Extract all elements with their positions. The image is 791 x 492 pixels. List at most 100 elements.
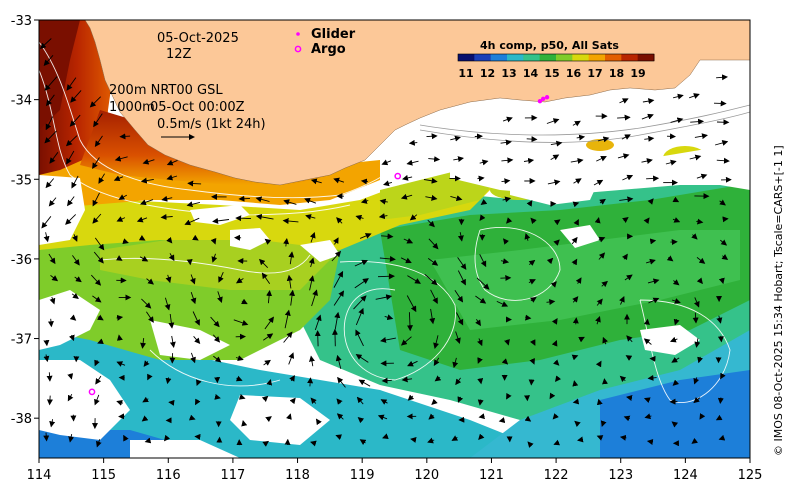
glider-legend-symbol — [296, 32, 300, 36]
current-vector — [409, 214, 418, 221]
platform-markers — [88, 95, 550, 396]
colorbar-swatch — [572, 54, 590, 61]
current-vector — [144, 437, 152, 444]
current-vector — [427, 258, 439, 266]
current-vector — [289, 375, 295, 382]
plot-frame — [38, 19, 751, 459]
current-vector — [619, 434, 627, 441]
current-vector — [672, 217, 681, 223]
current-vector — [552, 413, 559, 420]
current-vector — [455, 331, 461, 344]
current-vector — [501, 178, 511, 185]
current-vector — [71, 292, 79, 300]
current-vector — [454, 290, 464, 303]
current-vector — [689, 154, 702, 161]
x-tick-label: 123 — [608, 468, 633, 483]
contour-info-depth: 1000m — [109, 100, 155, 115]
current-vector — [496, 300, 509, 307]
current-vector — [643, 217, 650, 224]
current-vector — [166, 236, 173, 244]
colorbar-tick-label: 16 — [566, 67, 582, 80]
current-vector — [94, 394, 100, 406]
current-vector — [427, 219, 435, 228]
current-vector — [600, 420, 607, 427]
current-vector — [189, 274, 196, 285]
current-vector — [691, 437, 699, 444]
current-vector — [428, 238, 439, 250]
glider-position — [540, 96, 546, 102]
current-vector — [434, 375, 442, 382]
current-vector — [383, 180, 393, 187]
current-vector — [453, 156, 464, 163]
current-vector — [218, 272, 224, 283]
current-vector — [94, 359, 100, 367]
current-vector — [596, 435, 604, 441]
current-vector — [360, 178, 368, 185]
y-tick-label: -37 — [11, 333, 32, 348]
colorbar-swatch — [523, 54, 541, 61]
colorbar-swatch — [539, 54, 557, 61]
current-vector — [694, 133, 708, 140]
current-vector — [44, 76, 58, 91]
current-vector — [92, 157, 100, 170]
glider-legend-label: Glider — [311, 27, 356, 42]
current-vector — [43, 339, 50, 347]
current-vector — [529, 358, 535, 365]
current-vector — [645, 258, 656, 265]
current-vector — [41, 216, 52, 229]
current-vector — [357, 417, 365, 424]
current-vector — [407, 394, 415, 401]
current-vector — [147, 373, 153, 381]
current-vector — [477, 338, 483, 347]
colorbar-labels: 11 12 13 14 15 16 17 18 19 — [458, 67, 645, 80]
cloud-gaps — [39, 60, 750, 458]
current-vector — [213, 355, 222, 363]
current-vector — [196, 379, 202, 387]
current-vector — [263, 333, 274, 341]
current-vector — [647, 198, 654, 205]
current-vector — [527, 441, 534, 448]
current-vector — [498, 417, 506, 424]
current-vector — [406, 295, 417, 313]
current-vector — [720, 372, 726, 380]
current-vector — [594, 217, 601, 224]
current-vector — [477, 399, 484, 406]
current-vector — [333, 237, 339, 245]
current-vector — [478, 433, 485, 441]
current-vector — [427, 437, 435, 444]
current-vector — [546, 257, 554, 265]
current-vector — [546, 118, 560, 124]
current-vector — [233, 319, 249, 326]
current-vector — [118, 194, 128, 200]
current-vector — [597, 136, 610, 143]
current-vector — [139, 255, 149, 262]
colorbar-swatch — [621, 54, 639, 61]
current-vector — [47, 318, 54, 328]
x-tick-label: 117 — [220, 468, 245, 483]
current-vector — [355, 354, 369, 363]
current-vector — [356, 396, 364, 405]
current-vector — [210, 237, 217, 245]
current-vector — [722, 216, 729, 223]
current-vector — [410, 436, 417, 443]
current-vector — [359, 439, 367, 446]
current-vector — [400, 336, 412, 346]
current-vector — [69, 114, 81, 127]
current-vector — [89, 96, 102, 108]
current-vector — [523, 157, 535, 164]
current-vector — [161, 195, 173, 202]
current-vector — [46, 94, 55, 107]
current-vector — [644, 413, 652, 420]
current-vector — [353, 295, 367, 310]
current-vector — [572, 296, 579, 303]
current-vector — [377, 414, 388, 421]
current-vector — [379, 255, 396, 262]
current-vector — [716, 74, 728, 81]
current-vector — [575, 277, 582, 284]
glider-position — [544, 95, 550, 100]
current-vector — [530, 296, 537, 303]
colorbar-title: 4h comp, p50, All Sats — [480, 39, 619, 52]
current-vector — [68, 334, 75, 342]
x-tick-label: 124 — [673, 468, 698, 483]
x-tick-label: 122 — [544, 468, 569, 483]
